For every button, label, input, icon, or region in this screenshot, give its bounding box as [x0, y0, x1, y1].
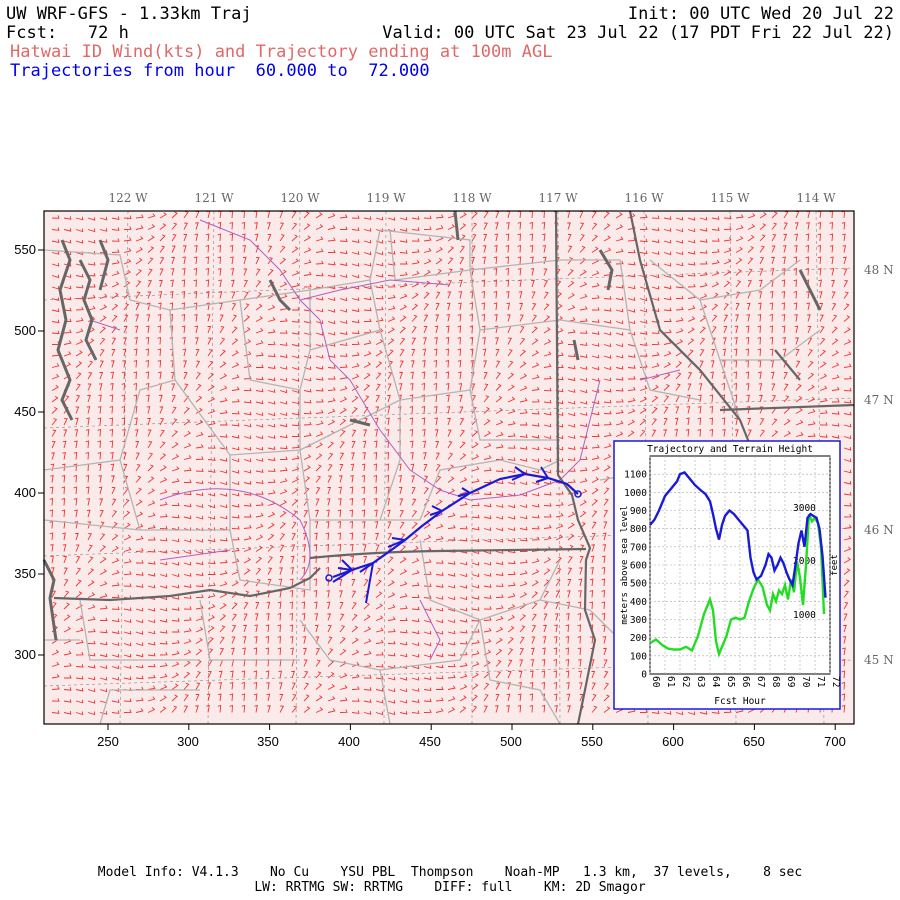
- trajectory-wind-barbs: [332, 466, 549, 604]
- inset-right-tick: 3000: [793, 503, 816, 514]
- longitude-label: 115 W: [710, 191, 750, 205]
- physics-info-line: LW: RRTMG SW: RRTMG DIFF: full KM: 2D Sm…: [254, 880, 646, 895]
- inset-x-tick: 65: [725, 676, 736, 687]
- inset-x-tick: 60: [650, 676, 661, 688]
- map-frame: [43, 210, 855, 725]
- y-tick-label: 450: [14, 404, 36, 419]
- inset-x-tick: 66: [740, 676, 751, 688]
- inset-right-axis-label: feet: [830, 554, 840, 576]
- wind-barb-glyphs: [49, 210, 852, 716]
- longitude-label: 121 W: [194, 191, 234, 205]
- y-tick-label: 300: [14, 647, 36, 662]
- trajectory-end-marker: [574, 490, 582, 498]
- x-axis-ticks: [107, 724, 836, 730]
- trajectory-start-marker: [325, 574, 333, 582]
- inset-x-tick: 63: [695, 676, 706, 687]
- forecast-hour: Fcst: 72 h: [6, 23, 129, 43]
- inset-left-tick: 900: [630, 506, 647, 517]
- inset-x-tick: 70: [800, 676, 811, 688]
- inset-left-tick: 1000: [624, 488, 647, 499]
- inset-left-tick: 700: [630, 542, 647, 553]
- longitude-label: 116 W: [624, 191, 664, 205]
- y-tick-label: 500: [14, 323, 36, 338]
- terrain-height-series: [649, 513, 826, 658]
- inset-x-tick: 69: [785, 676, 796, 688]
- x-tick-label: 350: [257, 734, 279, 749]
- x-tick-label: 400: [338, 734, 360, 749]
- inset-left-tick: 300: [630, 615, 647, 626]
- wind-barbs: [49, 210, 852, 716]
- trajectory-terrain-inset: Trajectory and Terrain Height 1100100090…: [613, 440, 841, 710]
- inset-left-tick: 800: [630, 524, 647, 535]
- inset-left-tick: 400: [630, 597, 647, 608]
- inset-left-tick: 500: [630, 579, 647, 590]
- x-tick-label: 700: [824, 734, 846, 749]
- latitude-label: 45 N: [864, 653, 894, 667]
- y-tick-label: 350: [14, 566, 36, 581]
- model-title: UW WRF-GFS - 1.33km Traj: [6, 4, 252, 24]
- longitude-label: 114 W: [796, 191, 836, 205]
- inset-left-tick: 0: [641, 670, 647, 681]
- product-title: Hatwai ID Wind(kts) and Trajectory endin…: [10, 42, 553, 62]
- trajectory-path: [325, 466, 582, 604]
- inset-x-tick: 67: [755, 676, 766, 687]
- x-tick-label: 500: [500, 734, 522, 749]
- x-tick-label: 600: [662, 734, 684, 749]
- x-tick-label: 550: [581, 734, 603, 749]
- init-time: Init: 00 UTC Wed 20 Jul 22: [627, 4, 894, 24]
- coastline: [42, 210, 822, 641]
- inset-x-tick: 71: [815, 676, 826, 688]
- inset-left-axis-label: meters above sea level: [620, 505, 630, 624]
- x-tick-label: 650: [743, 734, 765, 749]
- latitude-label: 47 N: [864, 393, 894, 407]
- inset-right-tick: 2000: [793, 556, 816, 567]
- inset-x-axis-label: Fcst Hour: [714, 696, 766, 707]
- inset-frame: [613, 440, 841, 710]
- inset-x-tick: 72: [830, 676, 841, 687]
- inset-right-axis: 3000 2000 1000: [793, 503, 816, 621]
- inset-x-tick: 64: [710, 676, 721, 688]
- state-borders: [53, 210, 855, 725]
- y-axis-ticks: [38, 249, 44, 656]
- latitude-label: 48 N: [864, 263, 894, 277]
- x-tick-label: 300: [177, 734, 199, 749]
- trajectory-height-series: [649, 470, 827, 598]
- inset-title: Trajectory and Terrain Height: [647, 444, 813, 455]
- inset-grid: [649, 456, 831, 674]
- y-tick-label: 400: [14, 485, 36, 500]
- inset-left-tick: 600: [630, 561, 647, 572]
- longitude-label: 117 W: [538, 191, 578, 205]
- inset-x-tick: 68: [770, 676, 781, 688]
- model-info-line: Model Info: V4.1.3 No Cu YSU PBL Thompso…: [97, 865, 803, 880]
- trajectory-hours: Trajectories from hour 60.000 to 72.000: [10, 61, 430, 81]
- inset-x-tick: 62: [680, 676, 691, 687]
- inset-x-axis: 60 61 62 63 64 65 66 67 68 69 70 71 72: [650, 676, 841, 688]
- longitude-label: 119 W: [366, 191, 406, 205]
- y-tick-label: 550: [14, 242, 36, 257]
- inset-left-tick: 200: [630, 633, 647, 644]
- inset-right-tick: 1000: [793, 610, 816, 621]
- x-tick-label: 450: [419, 734, 441, 749]
- inset-left-tick: 100: [630, 651, 647, 662]
- longitude-label: 120 W: [280, 191, 320, 205]
- longitude-label: 122 W: [108, 191, 148, 205]
- inset-x-tick: 61: [665, 676, 676, 688]
- latitude-label: 46 N: [864, 523, 894, 537]
- longitude-label: 118 W: [452, 191, 492, 205]
- inset-left-tick: 1100: [624, 470, 647, 481]
- valid-time: Valid: 00 UTC Sat 23 Jul 22 (17 PDT Fri …: [382, 23, 894, 43]
- x-tick-label: 250: [97, 734, 119, 749]
